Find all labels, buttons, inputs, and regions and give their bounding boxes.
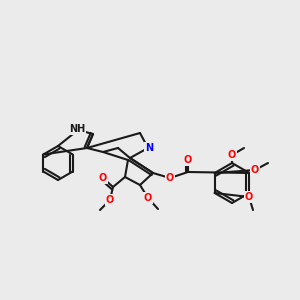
Text: O: O [166, 173, 174, 183]
Text: O: O [184, 155, 192, 165]
Text: O: O [228, 150, 236, 160]
Text: O: O [106, 195, 114, 205]
Text: O: O [144, 193, 152, 203]
Text: O: O [245, 192, 253, 202]
Text: O: O [251, 165, 259, 175]
Text: N: N [145, 143, 153, 153]
Text: O: O [99, 173, 107, 183]
Text: NH: NH [69, 124, 85, 134]
